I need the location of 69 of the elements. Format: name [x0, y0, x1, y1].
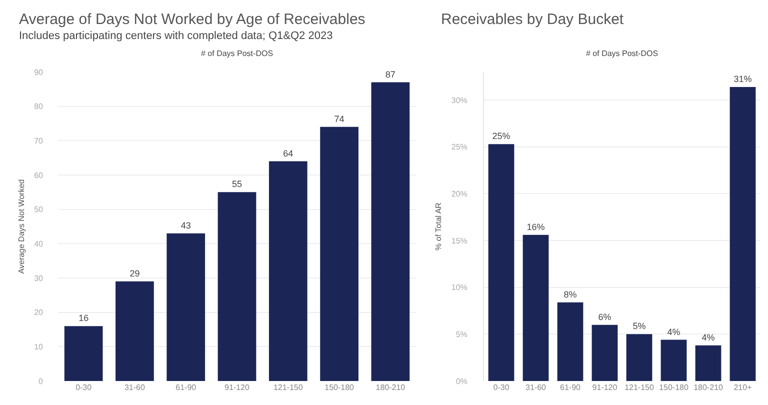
bar: [116, 281, 154, 381]
x-tick-label: 61-90: [176, 383, 197, 392]
data-label: 31%: [734, 74, 752, 84]
y-tick-label: 40: [34, 239, 44, 248]
x-tick-label: 0-30: [76, 383, 92, 392]
y-tick-label: 10: [34, 342, 44, 352]
x-tick-label: 61-90: [560, 383, 582, 392]
bar: [592, 324, 618, 381]
data-label: 6%: [598, 312, 612, 322]
y-tick-label: 50: [34, 205, 44, 214]
y-tick-label: 15%: [451, 236, 468, 246]
y-tick-label: 20: [34, 308, 44, 318]
x-tick-label: 150-180: [659, 383, 689, 392]
y-tick-label: 5%: [456, 330, 468, 339]
bar: [522, 234, 549, 381]
y-tick-label: 0: [38, 376, 44, 386]
bar: [557, 302, 584, 381]
bar: [320, 126, 358, 381]
bar: [660, 340, 687, 381]
bar: [166, 233, 206, 381]
x-tick-label: 180-210: [694, 383, 724, 392]
y-tick-label: 20%: [451, 190, 468, 199]
y-tick-label: 60: [34, 170, 44, 180]
chart-title: Receivables by Day Bucket: [441, 11, 624, 28]
y-axis-title: % of Total AR: [434, 202, 444, 250]
y-tick-label: 10%: [451, 283, 468, 292]
y-tick-label: 90: [34, 68, 44, 77]
x-tick-label: 121-150: [624, 383, 654, 392]
chart-title: Average of Days Not Worked by Age of Receivables: [19, 11, 366, 28]
x-tick-label: 31-60: [526, 383, 547, 392]
y-tick-label: 30%: [451, 96, 468, 105]
bar: [218, 192, 256, 381]
y-tick-label: 80: [34, 102, 44, 112]
data-label: 74: [334, 114, 344, 124]
chart-subtitle: Includes participating centers with completed data; Q1&Q2 2023: [19, 30, 333, 42]
x-tick-label: 150-180: [324, 383, 355, 392]
x-axis-title: # of Days Post-DOS: [201, 49, 274, 58]
y-tick-label: 70: [34, 136, 44, 146]
data-label: 29: [130, 268, 140, 278]
x-tick-label: 91-120: [224, 383, 250, 392]
data-label: 25%: [492, 131, 510, 142]
data-label: 43: [180, 220, 191, 230]
data-label: 55: [232, 179, 242, 190]
y-tick-label: 0%: [456, 376, 468, 386]
bar: [488, 144, 514, 381]
bar: [626, 334, 652, 381]
data-label: 87: [385, 69, 396, 80]
data-label: 16%: [526, 222, 545, 232]
bar: [730, 86, 756, 381]
x-tick-label: 31-60: [124, 383, 146, 392]
data-label: 64: [283, 148, 294, 158]
data-label: 5%: [632, 321, 646, 332]
data-label: 8%: [564, 289, 577, 300]
x-tick-label: 180-210: [376, 383, 406, 392]
bar: [695, 345, 722, 381]
data-label: 4%: [702, 332, 715, 342]
data-label: 16: [78, 313, 89, 324]
x-tick-label: 210+: [734, 383, 752, 392]
x-tick-label: 91-120: [592, 383, 618, 392]
x-tick-label: 0-30: [493, 383, 510, 392]
bar: [268, 161, 308, 381]
bar: [64, 326, 103, 381]
x-axis-title: # of Days Post-DOS: [586, 49, 658, 58]
bar: [371, 82, 410, 381]
y-axis-title: Average Days Not Worked: [16, 179, 26, 274]
y-tick-label: 30: [34, 274, 44, 283]
data-label: 4%: [667, 326, 680, 337]
x-tick-label: 121-150: [273, 383, 304, 392]
y-tick-label: 25%: [451, 142, 468, 152]
